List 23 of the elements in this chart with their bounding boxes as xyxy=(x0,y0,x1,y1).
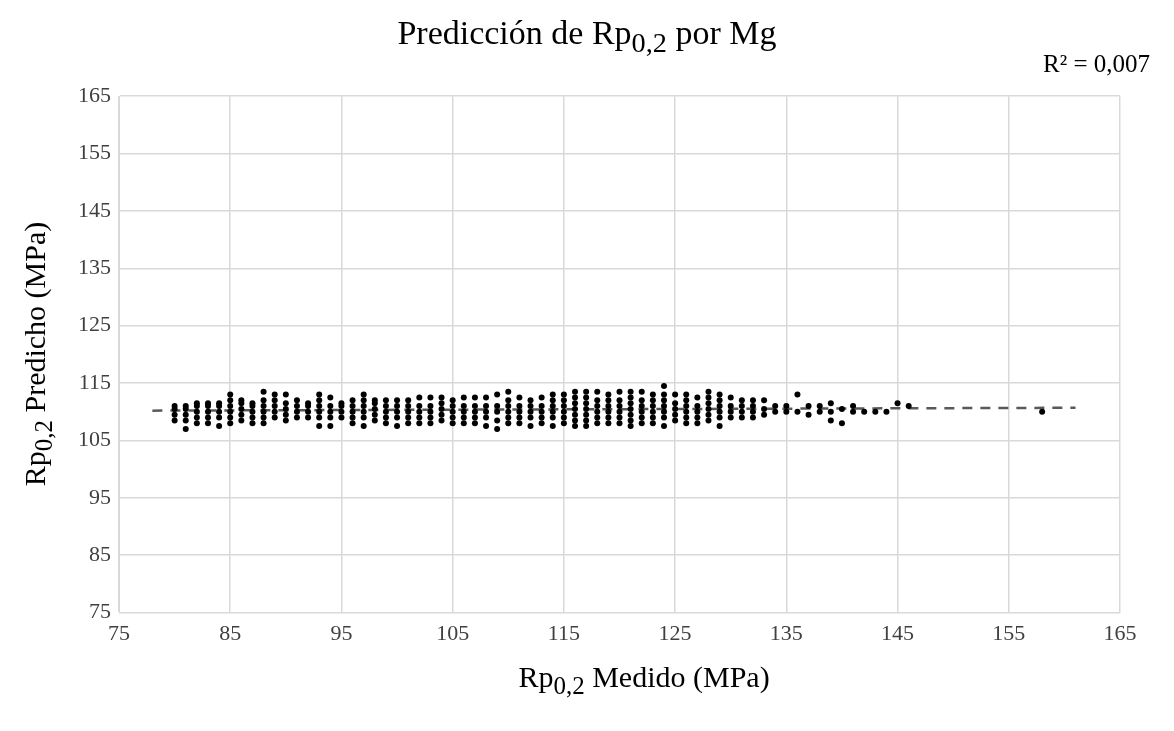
x-tick-label: 105 xyxy=(436,619,470,645)
x-tick-label: 145 xyxy=(881,619,915,645)
y-tick-label: 75 xyxy=(89,598,111,624)
x-tick-label: 155 xyxy=(992,619,1026,645)
x-axis-title: Rp$_{0,2}$ Medido (MPa) xyxy=(517,660,771,700)
x-tick-label: 135 xyxy=(769,619,803,645)
x-tick-label: 165 xyxy=(1103,619,1137,645)
chart-title: Predicción de Rp$_{0,2}$ por Mg xyxy=(397,14,777,58)
x-tick-label: 125 xyxy=(658,619,692,645)
y-tick-label: 135 xyxy=(78,254,111,280)
x-tick-label: 95 xyxy=(330,619,353,645)
y-tick-label: 145 xyxy=(78,196,111,222)
x-tick-label: 75 xyxy=(108,619,130,645)
y-tick-label: 155 xyxy=(78,139,111,165)
x-tick-label: 115 xyxy=(547,619,580,645)
y-tick-label: 95 xyxy=(89,483,111,509)
text: R² = 0,007 xyxy=(1042,50,1150,78)
y-tick-label: 125 xyxy=(78,311,111,337)
x-tick-label: 85 xyxy=(219,619,242,645)
y-tick-label: 85 xyxy=(89,541,111,566)
y-tick-label: 115 xyxy=(78,368,111,394)
y-tick-label: 165 xyxy=(78,81,111,107)
y-tick-label: 105 xyxy=(78,426,111,452)
